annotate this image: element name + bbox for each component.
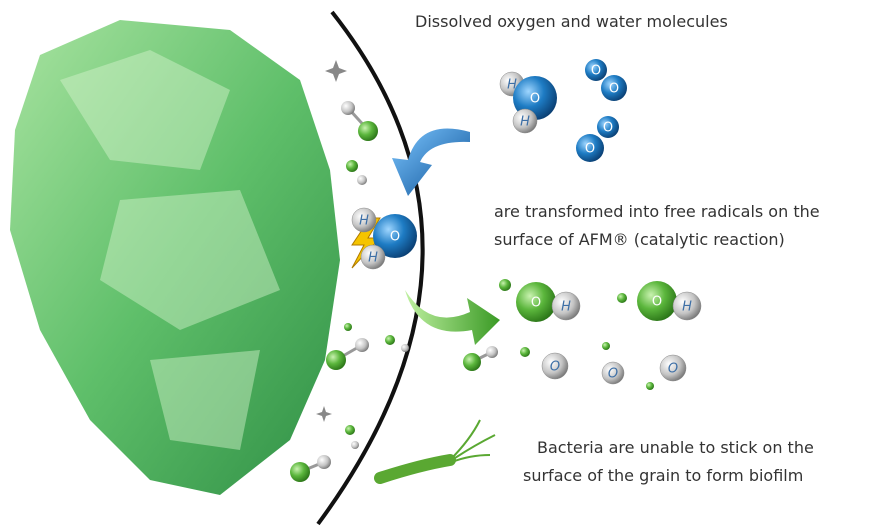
caption-molecules: Dissolved oxygen and water molecules <box>415 12 728 31</box>
atom-label: O <box>550 360 560 375</box>
atom-label: H <box>682 300 692 315</box>
atom-label: O <box>652 295 662 310</box>
atom-label: O <box>591 64 601 79</box>
atom-label: O <box>668 362 678 377</box>
caption-reaction-line: surface of AFM® (catalytic reaction) <box>494 230 785 249</box>
caption-reaction-line: are transformed into free radicals on th… <box>494 202 820 221</box>
atom-label: O <box>531 296 541 311</box>
atom-label: H <box>561 300 571 315</box>
atom-label: O <box>530 92 540 107</box>
atom-label: O <box>390 230 400 245</box>
atom-label: H <box>368 251 378 266</box>
illustration: Dissolved oxygen and water molecules are… <box>0 0 880 531</box>
caption-bacteria-line: Bacteria are unable to stick on the <box>537 438 814 457</box>
atom-label: O <box>603 121 613 136</box>
atom-label: O <box>608 367 618 382</box>
atom-label: O <box>609 82 619 97</box>
caption-bacteria-line: surface of the grain to form biofilm <box>523 466 803 485</box>
atom-label: H <box>520 115 530 130</box>
bacterium <box>380 420 495 478</box>
atom-label: H <box>359 214 369 229</box>
atom-label: O <box>585 142 595 157</box>
